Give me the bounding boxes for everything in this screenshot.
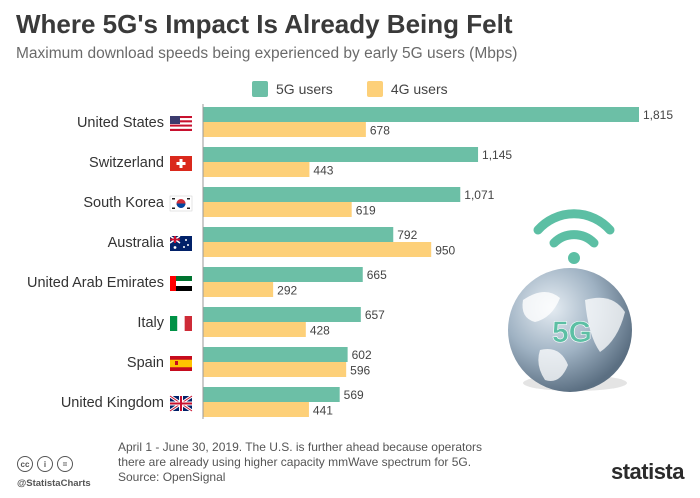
legend-item-4g: 4G users	[366, 81, 448, 97]
chart-title: Where 5G's Impact Is Already Being Felt	[16, 9, 513, 39]
category-label: United Kingdom	[61, 395, 164, 411]
value-label-5g: 1,071	[464, 188, 494, 202]
illustration: 5G	[508, 209, 632, 392]
bar-5g	[203, 147, 479, 162]
legend-swatch-4g	[366, 81, 383, 97]
cc-license-icon[interactable]: cc	[17, 456, 33, 472]
category-label: South Korea	[83, 195, 165, 211]
globe-5g-label: 5G	[552, 316, 592, 349]
bar-4g	[203, 242, 432, 257]
category-label: Italy	[137, 315, 164, 331]
value-label-5g: 1,815	[643, 108, 673, 122]
bar-5g	[203, 347, 348, 362]
bar-5g	[203, 107, 639, 122]
legend-label-4g: 4G users	[390, 81, 448, 97]
bar-4g	[203, 402, 309, 417]
bar-5g	[203, 187, 461, 202]
bar-4g	[203, 162, 310, 177]
bar-5g	[203, 307, 361, 322]
footnote-note: April 1 - June 30, 2019. The U.S. is fur…	[118, 440, 482, 469]
globe-icon: 5G	[508, 268, 632, 392]
license-icons: cc i =	[17, 456, 77, 472]
attribution-icon[interactable]: i	[37, 456, 53, 472]
value-label-4g: 292	[277, 284, 297, 298]
flag-icon-0	[170, 116, 192, 131]
flag-icon-2	[169, 195, 193, 212]
legend: 5G users 4G users	[252, 81, 482, 97]
value-label-4g: 678	[370, 124, 390, 138]
value-label-5g: 665	[367, 268, 387, 282]
value-label-4g: 596	[350, 364, 370, 378]
statista-logo[interactable]: statista	[610, 459, 685, 484]
value-label-4g: 443	[313, 164, 333, 178]
bar-4g	[203, 282, 274, 297]
value-label-5g: 1,145	[482, 148, 512, 162]
footnote: April 1 - June 30, 2019. The U.S. is fur…	[118, 440, 482, 485]
flag-icon-1	[170, 156, 192, 171]
value-label-5g: 657	[365, 308, 385, 322]
bar-5g	[203, 387, 340, 402]
legend-swatch-5g	[252, 81, 268, 97]
category-label: United Arab Emirates	[27, 275, 164, 291]
bar-4g	[203, 322, 306, 337]
category-label: Spain	[127, 355, 164, 371]
value-label-5g: 569	[344, 388, 364, 402]
flag-icon-3	[169, 235, 192, 251]
bar-4g	[203, 202, 352, 217]
bar-chart: United States 1,815 678 Switzerland 1,145 443…	[27, 104, 673, 419]
no-derivatives-icon[interactable]: =	[57, 456, 73, 472]
footnote-source: Source: OpenSignal	[118, 470, 226, 484]
flag-icon-5	[170, 316, 192, 331]
legend-label-5g: 5G users	[276, 81, 333, 97]
value-label-4g: 441	[313, 404, 333, 418]
bar-5g	[203, 267, 363, 282]
statista-handle[interactable]: @StatistaCharts	[17, 478, 91, 489]
value-label-5g: 602	[352, 348, 372, 362]
bar-4g	[203, 362, 347, 377]
chart-subtitle: Maximum download speeds being experience…	[16, 45, 518, 62]
flag-icon-4	[170, 276, 192, 291]
bar-5g	[203, 227, 394, 242]
category-label: United States	[77, 115, 164, 131]
value-label-5g: 792	[397, 228, 417, 242]
category-label: Switzerland	[89, 155, 164, 171]
value-label-4g: 428	[310, 324, 330, 338]
flag-icon-7	[169, 394, 193, 413]
value-label-4g: 950	[435, 244, 455, 258]
bar-4g	[203, 122, 366, 137]
category-label: Australia	[108, 235, 165, 251]
legend-item-5g: 5G users	[252, 81, 333, 97]
bars-layer: United States 1,815 678 Switzerland 1,145 443…	[27, 104, 673, 419]
wifi-signal-icon	[533, 209, 615, 264]
value-label-4g: 619	[356, 204, 376, 218]
flag-icon-6	[170, 356, 192, 371]
